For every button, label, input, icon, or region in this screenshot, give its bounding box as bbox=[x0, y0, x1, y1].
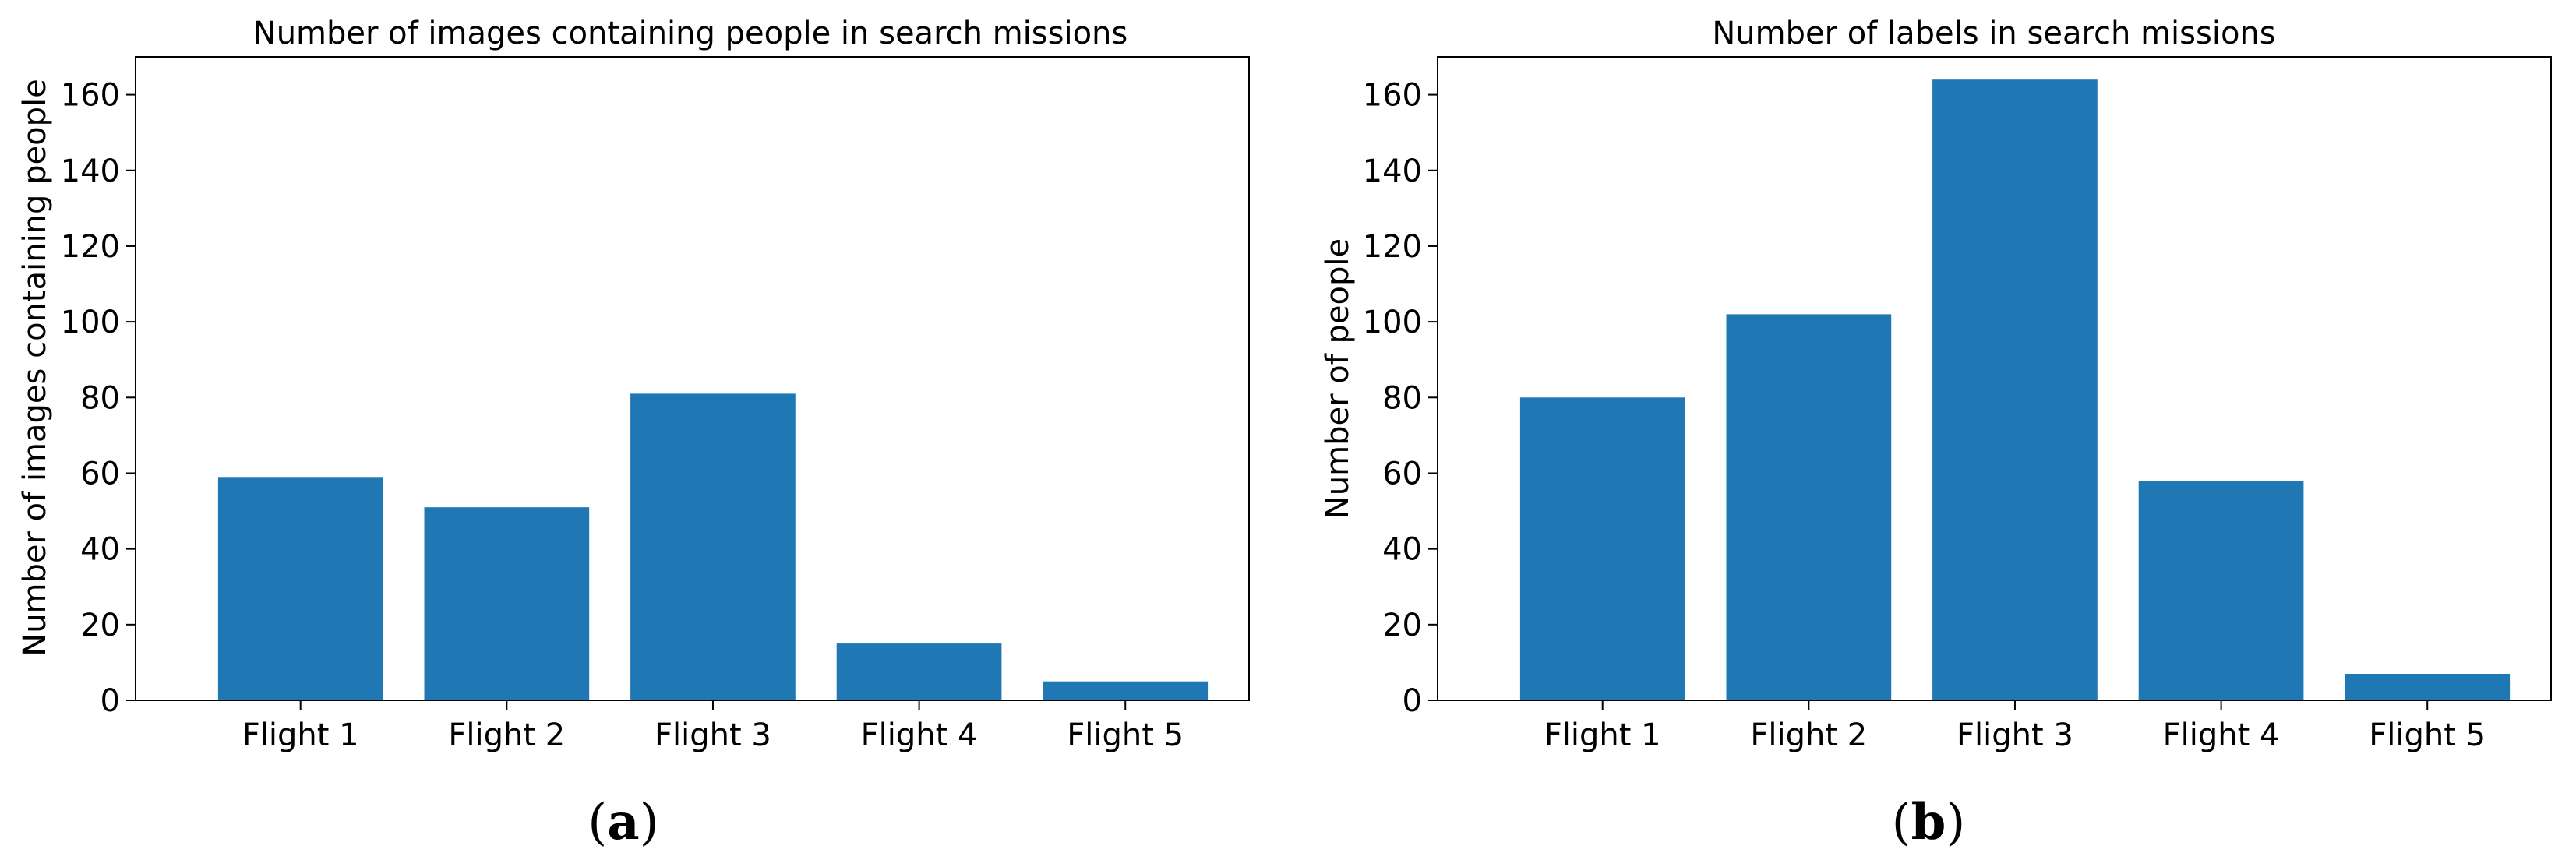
y-tick-label: 120 bbox=[1363, 229, 1422, 265]
x-tick-label: Flight 1 bbox=[242, 717, 359, 753]
bar bbox=[1519, 397, 1685, 700]
y-tick-label: 80 bbox=[1382, 380, 1422, 416]
x-tick-label: Flight 4 bbox=[861, 717, 978, 753]
y-tick-label: 60 bbox=[80, 456, 120, 492]
bar bbox=[1043, 681, 1209, 700]
x-ticks-group: Flight 1 Flight 2 Flight 3 Flight 4 Flight 5 bbox=[1544, 700, 2486, 753]
x-tick-label: Flight 3 bbox=[1957, 717, 2073, 753]
y-tick-label: 100 bbox=[61, 305, 120, 340]
bars-group bbox=[1519, 79, 2511, 700]
plot-frame bbox=[1437, 56, 2552, 701]
x-tick-label: Flight 3 bbox=[655, 717, 771, 753]
x-tick-label: Flight 2 bbox=[448, 717, 565, 753]
y-tick-label: 0 bbox=[1403, 683, 1422, 719]
bar bbox=[1726, 314, 1892, 700]
y-tick-label: 0 bbox=[101, 683, 120, 719]
chart-panel-a: Number of images containing people in se… bbox=[17, 16, 1250, 851]
bar bbox=[2138, 481, 2304, 700]
y-axis-label: Number of images containing people bbox=[17, 79, 53, 656]
bar bbox=[424, 507, 590, 700]
y-axis-label: Number of people bbox=[1320, 238, 1356, 519]
y-tick-label: 20 bbox=[1382, 608, 1422, 643]
x-tick-label: Flight 2 bbox=[1750, 717, 1867, 753]
y-tick-label: 160 bbox=[1363, 78, 1422, 114]
panel-label: (b) bbox=[1892, 793, 1966, 851]
y-tick-label: 120 bbox=[61, 229, 120, 265]
bars-group bbox=[217, 393, 1209, 700]
plot-frame bbox=[135, 56, 1250, 701]
bar bbox=[836, 643, 1002, 700]
y-tick-label: 60 bbox=[1382, 456, 1422, 492]
y-tick-label: 40 bbox=[1382, 532, 1422, 568]
y-tick-label: 140 bbox=[1363, 153, 1422, 189]
y-tick-label: 40 bbox=[80, 532, 120, 568]
y-ticks-group: 0 20 40 60 80 100 120 140 160 bbox=[1363, 78, 1438, 719]
chart-panel-b: Number of labels in search missions Numb… bbox=[1320, 16, 2552, 851]
x-tick-label: Flight 5 bbox=[2369, 717, 2486, 753]
bar bbox=[1932, 79, 2098, 700]
x-tick-label: Flight 1 bbox=[1544, 717, 1661, 753]
y-tick-label: 140 bbox=[61, 153, 120, 189]
y-tick-label: 80 bbox=[80, 380, 120, 416]
y-tick-label: 100 bbox=[1363, 305, 1422, 340]
chart-title: Number of images containing people in se… bbox=[253, 16, 1127, 51]
panel-label: (a) bbox=[588, 793, 658, 851]
x-ticks-group: Flight 1 Flight 2 Flight 3 Flight 4 Flight 5 bbox=[242, 700, 1184, 753]
bar bbox=[630, 393, 796, 700]
bar bbox=[217, 477, 383, 700]
y-ticks-group: 0 20 40 60 80 100 120 140 160 bbox=[61, 78, 136, 719]
x-tick-label: Flight 5 bbox=[1067, 717, 1184, 753]
bar bbox=[2345, 674, 2511, 700]
y-tick-label: 160 bbox=[61, 78, 120, 114]
y-tick-label: 20 bbox=[80, 608, 120, 643]
x-tick-label: Flight 4 bbox=[2163, 717, 2280, 753]
chart-title: Number of labels in search missions bbox=[1712, 16, 2275, 51]
